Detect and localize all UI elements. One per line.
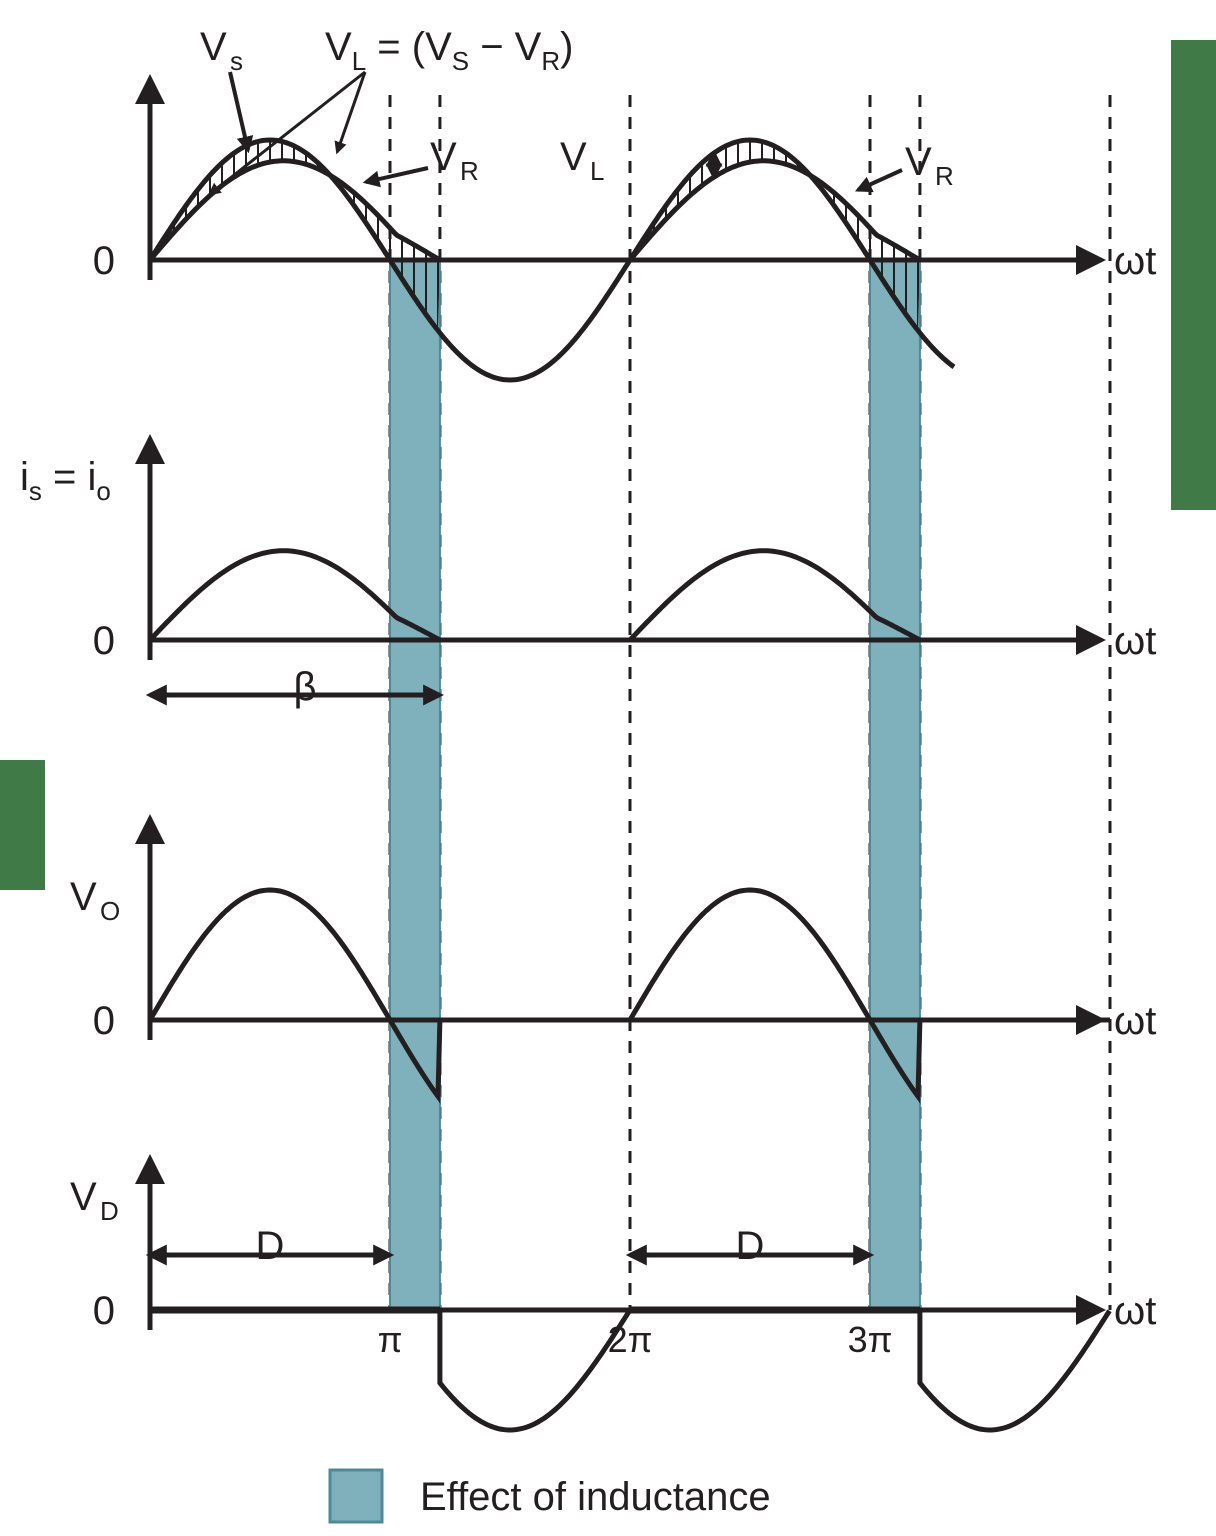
svg-text:0: 0 [93, 619, 115, 663]
svg-text:0: 0 [93, 239, 115, 283]
vr-pointer-left [366, 168, 428, 182]
vd-curve [920, 1310, 1110, 1430]
svg-text:D: D [736, 1224, 765, 1268]
page-crop-bar [0, 760, 45, 890]
svg-text:L: L [590, 156, 604, 186]
svg-text:2π: 2π [608, 1319, 653, 1360]
vr-pointer-right [858, 170, 902, 190]
vs-pointer [230, 72, 248, 150]
svg-text:V: V [905, 140, 932, 184]
svg-text:VL = (VS − VR): VL = (VS − VR) [325, 25, 573, 76]
svg-text:V: V [70, 875, 97, 919]
svg-text:O: O [100, 896, 120, 926]
svg-text:3π: 3π [848, 1319, 893, 1360]
svg-text:V: V [560, 135, 587, 179]
is-io-label: is = io [20, 455, 111, 506]
svg-text:R: R [935, 161, 954, 191]
svg-text:D: D [100, 1196, 119, 1226]
svg-text:0: 0 [93, 1289, 115, 1333]
inductance-band [390, 260, 440, 1310]
vd-curve [440, 1310, 630, 1430]
legend-label: Effect of inductance [420, 1475, 771, 1519]
vr-curve [150, 161, 954, 260]
svg-text:ωt: ωt [1114, 999, 1156, 1043]
svg-text:V: V [200, 25, 227, 69]
svg-text:ωt: ωt [1114, 1289, 1156, 1333]
inductance-band [870, 260, 920, 1310]
svg-text:V: V [70, 1175, 97, 1219]
svg-text:π: π [378, 1319, 403, 1360]
vl-equation-label: VL = (VS − VR) [210, 25, 573, 194]
svg-text:ωt: ωt [1114, 619, 1156, 663]
svg-text:V: V [430, 135, 457, 179]
svg-text:R: R [460, 156, 479, 186]
svg-text:β: β [293, 665, 316, 709]
svg-text:0: 0 [93, 999, 115, 1043]
io-curve [150, 551, 1062, 640]
page-crop-bar [1171, 40, 1216, 510]
svg-text:D: D [256, 1224, 285, 1268]
legend-swatch [330, 1470, 382, 1522]
svg-text:ωt: ωt [1114, 239, 1156, 283]
svg-text:s: s [230, 46, 243, 76]
